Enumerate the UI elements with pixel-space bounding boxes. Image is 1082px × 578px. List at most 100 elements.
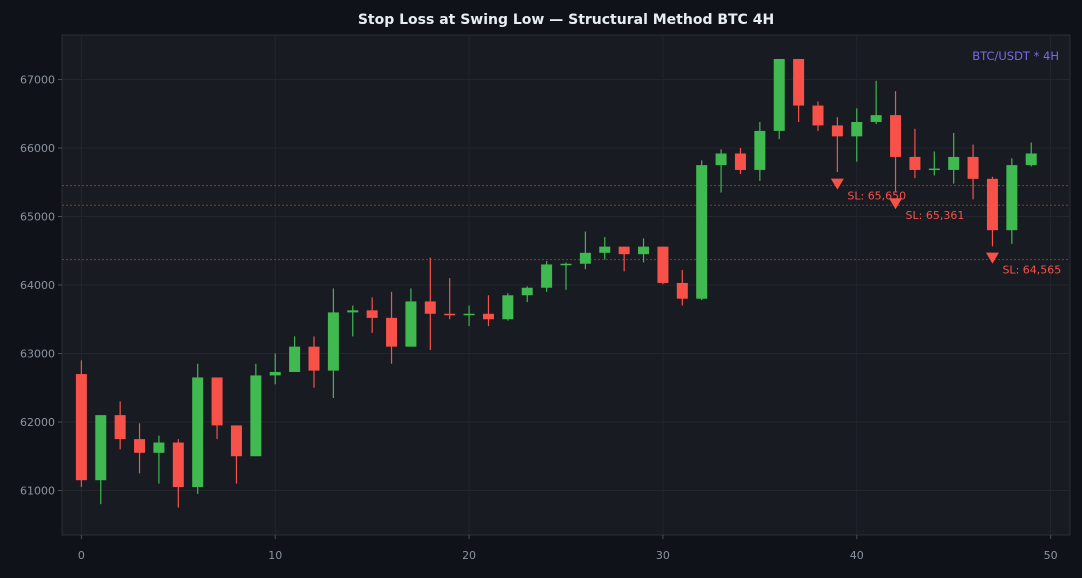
candle-bearish bbox=[482, 295, 494, 327]
candle-body bbox=[715, 153, 727, 166]
candle-body bbox=[541, 264, 553, 288]
candle-bearish bbox=[618, 246, 630, 272]
candle-body bbox=[599, 246, 611, 253]
candle-body bbox=[521, 287, 533, 296]
candle-bullish bbox=[521, 286, 533, 303]
candle-body bbox=[638, 246, 650, 255]
stop-loss-label: SL: 64,565 bbox=[1002, 264, 1061, 277]
candle-body bbox=[734, 153, 746, 170]
x-tick-label: 50 bbox=[1044, 549, 1058, 562]
candle-bullish bbox=[715, 149, 727, 193]
candle-bullish bbox=[541, 261, 553, 292]
candle-body bbox=[657, 246, 669, 283]
candle-body bbox=[1025, 153, 1037, 166]
candle-body bbox=[948, 156, 960, 170]
candle-body bbox=[560, 263, 572, 266]
candle-bullish bbox=[1025, 142, 1037, 167]
candle-bearish bbox=[308, 336, 320, 388]
candle-bearish bbox=[75, 360, 87, 488]
y-tick-label: 67000 bbox=[20, 74, 55, 87]
candle-bullish bbox=[773, 58, 785, 140]
candle-bullish bbox=[153, 435, 165, 484]
candle-bullish bbox=[870, 80, 882, 125]
candle-body bbox=[754, 130, 766, 170]
candle-bullish bbox=[327, 288, 339, 399]
candle-body bbox=[1006, 165, 1018, 231]
candle-bearish bbox=[657, 246, 669, 285]
candle-body bbox=[773, 58, 785, 131]
candle-body bbox=[347, 310, 359, 313]
candle-body bbox=[386, 317, 398, 347]
y-tick-label: 62000 bbox=[20, 416, 55, 429]
candle-body bbox=[250, 375, 262, 457]
axis-ticks: 61000 62000 63000 64000 65000 66000 67000 0 10 20… bbox=[20, 74, 1058, 562]
candle-body bbox=[192, 377, 204, 488]
candle-bearish bbox=[366, 297, 378, 333]
candle-bearish bbox=[793, 58, 805, 122]
candle-body bbox=[444, 313, 456, 316]
candle-bearish bbox=[890, 91, 902, 192]
x-tick-label: 0 bbox=[78, 549, 85, 562]
candle-body bbox=[890, 115, 902, 157]
candle-body bbox=[289, 346, 301, 372]
candle-body bbox=[172, 442, 184, 488]
y-tick-label: 61000 bbox=[20, 484, 55, 497]
grid bbox=[62, 35, 1070, 535]
watermark-label: BTC/USDT * 4H bbox=[972, 49, 1059, 63]
candle-bullish bbox=[463, 305, 475, 327]
x-tick-label: 40 bbox=[850, 549, 864, 562]
candle-body bbox=[463, 313, 475, 316]
x-tick-label: 20 bbox=[462, 549, 476, 562]
stop-loss-lines bbox=[62, 185, 1070, 261]
candle-bullish bbox=[289, 336, 301, 372]
candle-body bbox=[928, 168, 940, 171]
candle-bearish bbox=[734, 148, 746, 175]
candle-body bbox=[618, 246, 630, 255]
candle-bullish bbox=[502, 293, 514, 321]
candle-body bbox=[153, 442, 165, 453]
candle-bearish bbox=[424, 257, 436, 351]
candle-bullish bbox=[696, 160, 708, 301]
candle-bullish bbox=[405, 288, 417, 347]
candle-bullish bbox=[192, 363, 204, 494]
y-tick-label: 64000 bbox=[20, 279, 55, 292]
candle-body bbox=[502, 295, 514, 320]
x-tick-label: 10 bbox=[268, 549, 282, 562]
stop-loss-marker bbox=[889, 198, 903, 210]
candle-body bbox=[211, 377, 223, 426]
candle-body bbox=[579, 252, 591, 264]
candle-body bbox=[134, 439, 146, 453]
candle-body bbox=[327, 312, 339, 371]
candle-bearish bbox=[211, 377, 223, 440]
candle-body bbox=[482, 313, 494, 320]
candle-bullish bbox=[250, 363, 262, 457]
candle-bearish bbox=[812, 101, 824, 131]
candle-body bbox=[696, 165, 708, 299]
candle-bearish bbox=[114, 401, 126, 450]
y-tick-label: 63000 bbox=[20, 347, 55, 360]
candle-bullish bbox=[851, 108, 863, 162]
candle-body bbox=[114, 415, 126, 440]
chart-title: Stop Loss at Swing Low — Structural Meth… bbox=[358, 12, 774, 28]
stop-loss-marker bbox=[830, 178, 844, 190]
candle-body bbox=[366, 310, 378, 318]
stop-loss-label: SL: 65,361 bbox=[906, 209, 965, 222]
candle-body bbox=[676, 282, 688, 299]
candle-body bbox=[230, 425, 242, 457]
candle-bullish bbox=[754, 121, 766, 181]
candle-bearish bbox=[444, 278, 456, 320]
candle-body bbox=[870, 115, 882, 122]
candle-bearish bbox=[909, 128, 921, 179]
candle-bearish bbox=[230, 425, 242, 484]
candle-bullish bbox=[579, 231, 591, 270]
candle-body bbox=[75, 374, 87, 481]
candle-bearish bbox=[676, 269, 688, 306]
candle-bullish bbox=[560, 262, 572, 290]
candle-bearish bbox=[967, 144, 979, 200]
stop-loss-marker bbox=[985, 252, 999, 264]
candle-bullish bbox=[638, 238, 650, 263]
candle-body bbox=[269, 371, 281, 376]
